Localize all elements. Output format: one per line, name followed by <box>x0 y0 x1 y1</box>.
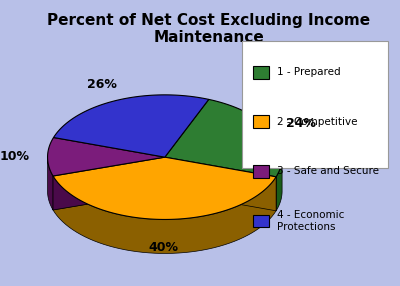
Polygon shape <box>54 95 209 157</box>
Text: 4 - Economic
Protections: 4 - Economic Protections <box>277 210 344 232</box>
Text: 24%: 24% <box>286 117 316 130</box>
Text: 2 - Competitive: 2 - Competitive <box>277 117 357 127</box>
FancyBboxPatch shape <box>253 66 269 79</box>
Text: 3 - Safe and Secure: 3 - Safe and Secure <box>277 166 379 176</box>
Text: 10%: 10% <box>0 150 30 163</box>
Polygon shape <box>165 100 282 177</box>
FancyBboxPatch shape <box>242 41 388 168</box>
FancyBboxPatch shape <box>253 214 269 227</box>
FancyBboxPatch shape <box>253 115 269 128</box>
Polygon shape <box>53 157 276 219</box>
FancyBboxPatch shape <box>253 165 269 178</box>
Polygon shape <box>53 157 165 210</box>
Polygon shape <box>48 158 53 210</box>
Text: 1 - Prepared: 1 - Prepared <box>277 67 340 77</box>
Text: 26%: 26% <box>87 78 117 91</box>
Polygon shape <box>48 138 165 176</box>
Text: 40%: 40% <box>149 241 179 254</box>
Polygon shape <box>165 157 276 211</box>
Polygon shape <box>165 157 276 211</box>
Polygon shape <box>276 158 282 211</box>
Text: Percent of Net Cost Excluding Income
Maintenance: Percent of Net Cost Excluding Income Mai… <box>47 13 370 45</box>
Polygon shape <box>53 176 276 253</box>
Polygon shape <box>53 157 165 210</box>
